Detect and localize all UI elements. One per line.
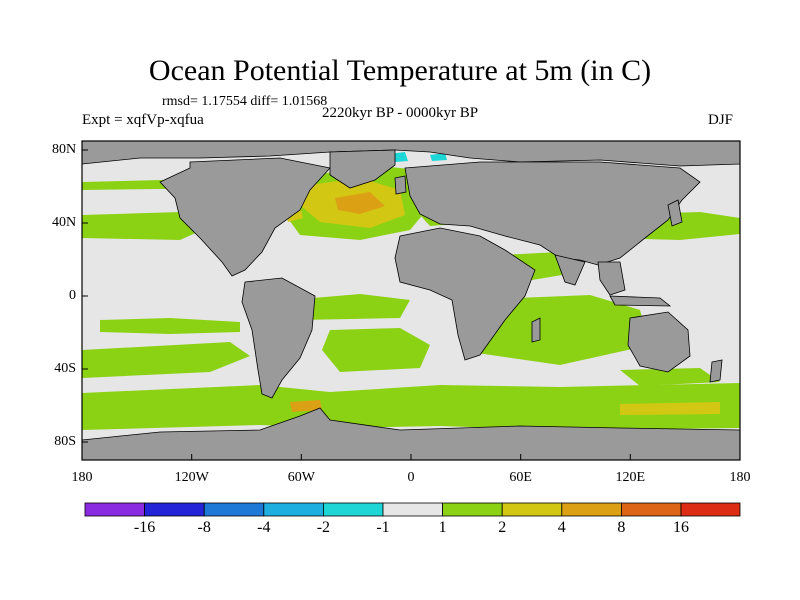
antarctica [82, 407, 740, 460]
british-isles [394, 175, 407, 195]
axis-ticks [81, 149, 741, 460]
colorbar-label-9: 8 [617, 519, 626, 536]
y-tick-label-80n: 80N [52, 142, 77, 157]
south-atlantic-band [322, 328, 430, 372]
indian-ocean-band [470, 295, 650, 365]
stats-label: rmsd= 1.17554 diff= 1.01568 [162, 94, 328, 109]
equatorial-pacific [100, 318, 240, 334]
africa [394, 227, 536, 361]
madagascar [531, 317, 541, 343]
japan [667, 199, 683, 227]
colorbar-label-1: -16 [133, 519, 156, 536]
colorbar [84, 502, 741, 517]
colorbar-box-1 [84, 502, 145, 517]
x-tick-label-60e: 60E [509, 470, 532, 485]
indonesia [609, 295, 672, 307]
new-zealand [709, 359, 723, 383]
colorbar-box-3 [203, 502, 265, 517]
south-pacific-band [82, 342, 250, 378]
colorbar-box-8 [501, 502, 563, 517]
colorbar-label-3: -4 [257, 519, 271, 536]
colorbar-label-8: 4 [557, 519, 566, 536]
y-tick-label-40n: 40N [52, 215, 77, 230]
map-plot [82, 141, 740, 460]
colorbar-box-10 [621, 502, 682, 517]
australia-south [620, 368, 720, 386]
colorbar-label-4: -2 [316, 519, 331, 536]
southern-ocean-band [82, 383, 740, 430]
colorbar-label-7: 2 [498, 519, 507, 536]
x-tick-label-0: 0 [407, 470, 415, 485]
southern-warm-strip [620, 402, 720, 415]
y-tick-label-40s: 40S [54, 361, 76, 376]
x-tick-label-180w: 180 [71, 470, 93, 485]
colorbar-box-4 [263, 502, 324, 517]
south-america [241, 277, 316, 399]
colorbar-box-2 [144, 502, 205, 517]
colorbar-label-5: -1 [376, 519, 390, 536]
india [554, 254, 586, 286]
x-tick-label-60w: 60W [287, 470, 315, 485]
north-america [159, 157, 331, 277]
colorbar-box-7 [442, 502, 503, 517]
y-tick-label-80s: 80S [54, 434, 76, 449]
barents-cool [430, 153, 447, 161]
season-label: DJF [708, 112, 734, 128]
x-tick-label-180e: 180 [729, 470, 751, 485]
period-label: 2220kyr BP - 0000kyr BP [322, 105, 479, 121]
colorbar-label-6: 1 [438, 519, 447, 536]
colorbar-box-11 [680, 502, 741, 517]
colorbar-label-10: 16 [673, 519, 689, 536]
drake-warm [290, 400, 322, 412]
greenland [329, 149, 396, 189]
colorbar-box-6 [382, 502, 443, 517]
x-tick-label-120w: 120W [174, 470, 209, 485]
map-title: Ocean Potential Temperature at 5m (in C) [148, 54, 652, 87]
experiment-label: Expt = xqfVp-xqfua [82, 112, 204, 128]
colorbar-box-9 [561, 502, 622, 517]
equatorial-atlantic [290, 294, 410, 320]
land-masses [82, 141, 740, 460]
y-tick-label-0: 0 [69, 288, 76, 303]
colorbar-box-5 [322, 502, 384, 517]
australia [627, 311, 691, 373]
north-atlantic-hot [335, 192, 385, 214]
colorbar-label-2: -8 [197, 519, 211, 536]
southeast-asia [597, 261, 626, 296]
arctic-ice-cap [82, 141, 740, 167]
x-tick-label-120e: 120E [615, 470, 646, 485]
